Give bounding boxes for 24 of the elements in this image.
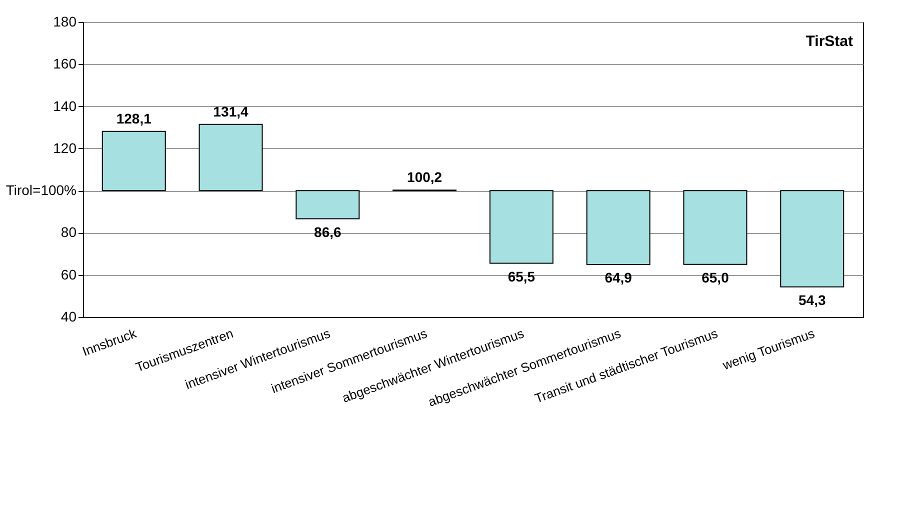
y-tick-label: Tirol=100%	[6, 182, 76, 198]
annotation: TirStat	[806, 33, 854, 50]
y-tick-label: 40	[60, 308, 77, 324]
data-label: 65,0	[702, 269, 730, 286]
bar	[683, 190, 748, 265]
bar	[102, 130, 166, 192]
data-label: 128,1	[116, 110, 152, 126]
bar	[198, 124, 263, 192]
bar	[780, 190, 844, 288]
data-label: 64,9	[604, 270, 632, 286]
bar	[489, 190, 554, 264]
y-tick-label: 180	[53, 14, 77, 30]
y-tick-label: 160	[53, 56, 77, 72]
y-tick-label: 120	[53, 140, 77, 156]
y-tick-label: 60	[60, 266, 77, 282]
data-label: 131,4	[213, 103, 248, 120]
data-label: 100,2	[407, 169, 442, 186]
y-tick-label: 80	[60, 224, 77, 240]
data-label: 86,6	[314, 224, 342, 240]
bar	[586, 190, 650, 266]
bar	[296, 190, 360, 220]
data-label: 65,5	[508, 268, 536, 284]
data-label: 54,3	[798, 292, 826, 308]
y-tick-label: 140	[53, 98, 77, 114]
